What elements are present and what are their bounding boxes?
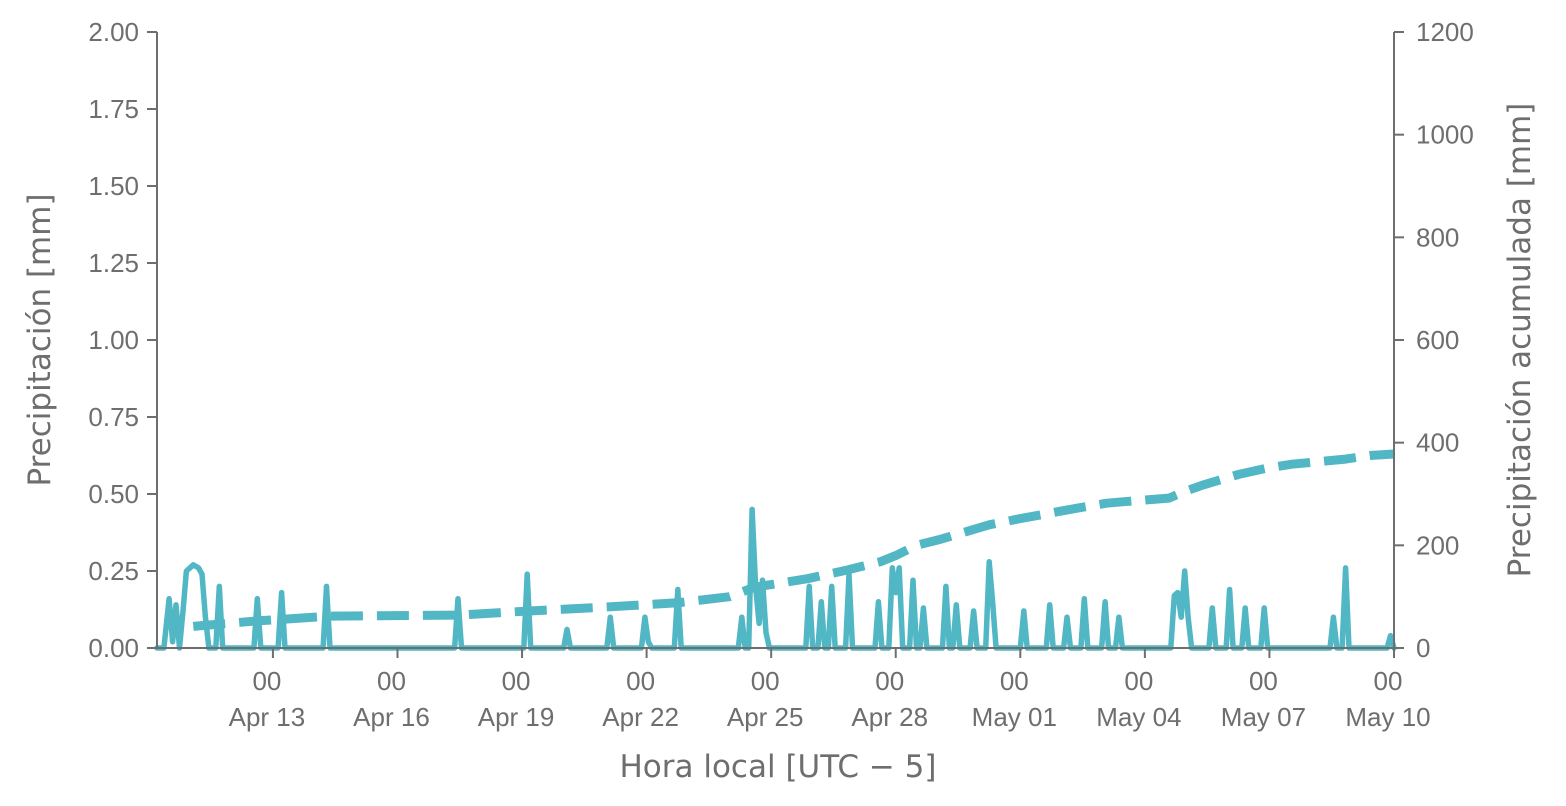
plot-area <box>154 449 1397 651</box>
x-tick-label-date: May 07 <box>1221 702 1306 732</box>
x-tick-label-hour: 00 <box>875 666 904 696</box>
x-tick-label-hour: 00 <box>1000 666 1029 696</box>
left-tick-label: 0.75 <box>88 402 139 432</box>
right-axis-title: Precipitación acumulada [mm] <box>1502 103 1538 578</box>
right-tick-label: 1200 <box>1416 17 1474 47</box>
x-tick-label-date: Apr 13 <box>229 702 306 732</box>
axes <box>156 32 1395 649</box>
x-tick-label-hour: 00 <box>377 666 406 696</box>
x-tick-label-date: May 10 <box>1345 702 1430 732</box>
right-tick-label: 1000 <box>1416 120 1474 150</box>
left-tick-label: 1.50 <box>88 171 139 201</box>
x-tick-label-hour: 00 <box>1249 666 1278 696</box>
right-tick-label: 800 <box>1416 222 1459 252</box>
cumulative-precipitation-line <box>192 449 1395 631</box>
left-tick-label: 2.00 <box>88 17 139 47</box>
x-tick-label-date: Apr 25 <box>727 702 804 732</box>
left-tick-label: 0.00 <box>88 633 139 663</box>
left-tick-label: 1.00 <box>88 325 139 355</box>
precipitation-line <box>154 506 1397 651</box>
x-tick-label-hour: 00 <box>1374 666 1403 696</box>
right-tick-label: 400 <box>1416 428 1459 458</box>
right-tick-label: 600 <box>1416 325 1459 355</box>
x-tick-label-hour: 00 <box>751 666 780 696</box>
left-tick-label: 0.50 <box>88 479 139 509</box>
x-tick-label-hour: 00 <box>502 666 531 696</box>
x-tick-label-date: Apr 19 <box>478 702 555 732</box>
x-axis-title: Hora local [UTC − 5] <box>619 749 936 785</box>
ticks: 0.00 0.25 0.50 0.75 1.00 1.25 1.50 1.75 2.00 0 200… <box>88 17 1473 732</box>
right-tick-label: 0 <box>1416 633 1430 663</box>
right-tick-label: 200 <box>1416 530 1459 560</box>
x-tick-label-date: Apr 28 <box>851 702 928 732</box>
x-tick-label-hour: 00 <box>1124 666 1153 696</box>
x-tick-label-date: Apr 16 <box>353 702 430 732</box>
x-tick-label-date: May 01 <box>972 702 1057 732</box>
x-tick-label-date: May 04 <box>1096 702 1181 732</box>
x-tick-label-date: Apr 22 <box>602 702 679 732</box>
left-tick-label: 1.25 <box>88 248 139 278</box>
left-tick-label: 0.25 <box>88 556 139 586</box>
x-tick-label-hour: 00 <box>626 666 655 696</box>
x-tick-label-hour: 00 <box>252 666 281 696</box>
left-axis-title: Precipitación [mm] <box>22 193 58 486</box>
left-tick-label: 1.75 <box>88 94 139 124</box>
